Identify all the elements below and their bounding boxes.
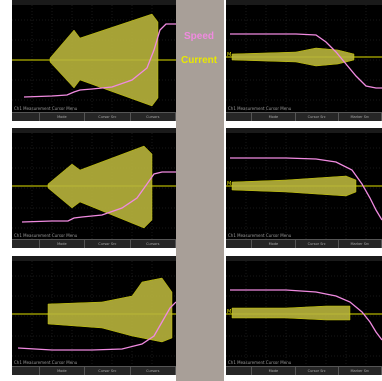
softkey-bar: Mode Cursor Src Marker Src [226,112,382,121]
scope-panel-right-2: M Ch1 Measurement Cursor Menu Mode Curso… [226,128,382,248]
scope-panel-left-3: Ch1 Measurement Cursor Menu Mode Cursor … [12,256,176,375]
softkey-bar: Mode Cursor Src Marker Src [226,366,382,375]
softkey-2[interactable]: Mode [40,367,86,375]
waveform-display [12,133,176,240]
current-envelope [231,47,355,67]
speed-trace [230,289,382,341]
softkey-3[interactable]: Cursor Src [85,240,131,248]
footer-text: Ch1 Measurement Cursor Menu [14,106,78,111]
footer-text: Ch1 Measurement Cursor Menu [14,360,78,365]
current-envelope [49,13,159,107]
softkey-1[interactable] [12,367,40,375]
softkey-5[interactable]: Marker Src [339,240,382,248]
softkey-1[interactable] [12,113,40,121]
softkey-3[interactable]: Cursor Src [296,113,339,121]
speed-trace [17,301,176,351]
waveform-display [226,261,382,367]
softkey-4[interactable]: Cursors [131,240,176,248]
current-envelope [47,277,173,343]
status-bar [226,0,382,5]
softkey-1[interactable] [226,113,253,121]
softkey-2[interactable]: Mode [40,113,86,121]
status-bar [226,256,382,261]
waveform-display [226,133,382,240]
softkey-3[interactable]: Cursor Src [85,113,131,121]
softkey-bar: Mode Cursor Src Marker Src [226,239,382,248]
status-bar [12,0,176,5]
speed-trace [230,157,382,221]
scope-panel-left-2: Ch1 Measurement Cursor Menu Mode Cursor … [12,128,176,248]
channel-marker: M [227,52,232,58]
softkey-2[interactable]: Mode [252,367,296,375]
footer-text: Ch1 Measurement Cursor Menu [228,233,292,238]
softkey-5[interactable]: Marker Src [339,367,382,375]
legend-current: Current [181,55,218,66]
waveform-display [226,5,382,113]
status-bar [12,256,176,261]
current-envelope [231,305,351,321]
speed-trace [230,33,382,89]
waveform-display [12,261,176,367]
center-divider [176,0,224,381]
current-envelope [231,175,357,197]
softkey-3[interactable]: Cursor Src [296,240,339,248]
speed-trace [23,23,176,98]
softkey-1[interactable] [12,240,40,248]
scope-panel-right-3: M Ch1 Measurement Cursor Menu Mode Curso… [226,256,382,375]
channel-marker: M [227,181,232,187]
scope-panel-left-1: Ch1 Measurement Cursor Menu Mode Cursor … [12,0,176,121]
softkey-bar: Mode Cursor Src Cursors [12,366,176,375]
legend-speed: Speed [184,31,215,42]
softkey-bar: Mode Cursor Src Cursors [12,239,176,248]
softkey-4[interactable]: Cursors [131,113,176,121]
softkey-5[interactable]: Marker Src [339,113,382,121]
softkey-bar: Mode Cursor Src Cursors [12,112,176,121]
footer-text: Ch1 Measurement Cursor Menu [228,106,292,111]
softkey-1[interactable] [226,367,253,375]
softkey-2[interactable]: Mode [40,240,86,248]
footer-text: Ch1 Measurement Cursor Menu [14,233,78,238]
channel-marker: M [227,309,232,315]
softkey-3[interactable]: Cursor Src [296,367,339,375]
waveform-display [12,5,176,113]
status-bar [226,128,382,133]
status-bar [12,128,176,133]
current-envelope [47,145,153,229]
footer-text: Ch1 Measurement Cursor Menu [228,360,292,365]
softkey-1[interactable] [226,240,253,248]
scope-panel-right-1: M Ch1 Measurement Cursor Menu Mode Curso… [226,0,382,121]
softkey-2[interactable]: Mode [252,113,296,121]
softkey-3[interactable]: Cursor Src [85,367,131,375]
softkey-2[interactable]: Mode [252,240,296,248]
speed-trace [21,171,176,223]
softkey-4[interactable]: Cursors [131,367,176,375]
